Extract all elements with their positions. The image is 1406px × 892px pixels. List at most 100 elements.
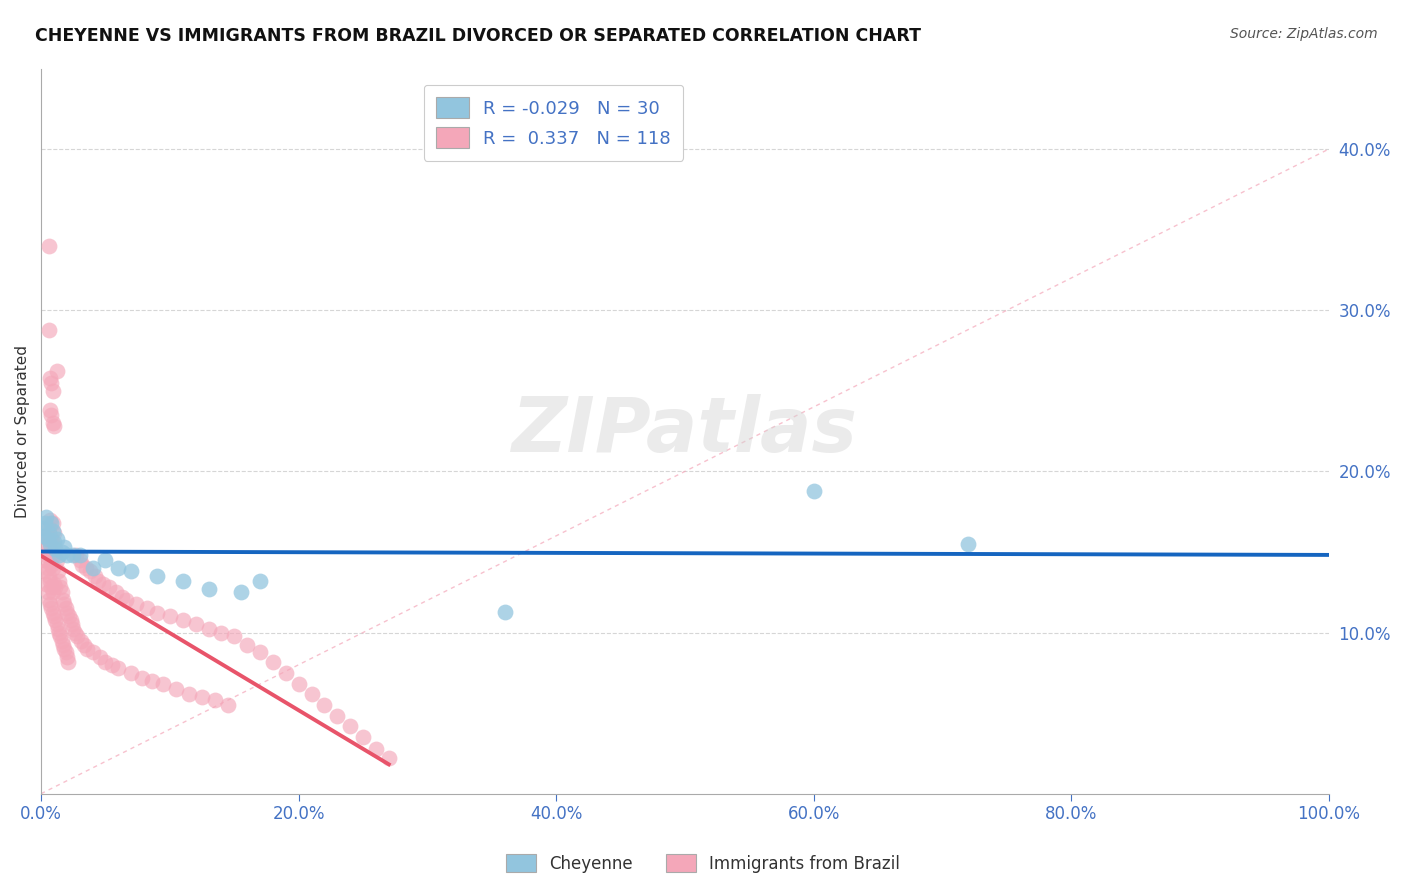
Point bbox=[42, 419, 65, 434]
Point bbox=[364, 741, 387, 756]
Point bbox=[65, 548, 87, 562]
Point bbox=[39, 548, 62, 562]
Point bbox=[39, 513, 62, 527]
Point bbox=[62, 623, 84, 637]
Point bbox=[41, 416, 63, 430]
Point bbox=[55, 601, 77, 615]
Point bbox=[41, 537, 63, 551]
Point bbox=[44, 581, 66, 595]
Point bbox=[94, 655, 117, 669]
Point bbox=[35, 529, 58, 543]
Point bbox=[72, 558, 94, 572]
Point bbox=[53, 641, 76, 656]
Point bbox=[84, 569, 107, 583]
Point bbox=[957, 537, 980, 551]
Point bbox=[56, 649, 79, 664]
Point bbox=[146, 569, 169, 583]
Point bbox=[37, 532, 59, 546]
Point bbox=[38, 239, 60, 253]
Point bbox=[38, 525, 60, 540]
Point bbox=[120, 665, 142, 680]
Point bbox=[55, 645, 77, 659]
Point bbox=[82, 645, 104, 659]
Point bbox=[41, 516, 63, 530]
Point bbox=[38, 569, 60, 583]
Point bbox=[46, 623, 69, 637]
Point bbox=[141, 673, 163, 688]
Point bbox=[352, 731, 374, 745]
Legend: Cheyenne, Immigrants from Brazil: Cheyenne, Immigrants from Brazil bbox=[499, 847, 907, 880]
Point bbox=[41, 532, 63, 546]
Point bbox=[101, 657, 124, 672]
Point bbox=[37, 532, 59, 546]
Point bbox=[94, 553, 117, 567]
Point bbox=[146, 606, 169, 620]
Point bbox=[165, 681, 187, 696]
Point bbox=[41, 581, 63, 595]
Point bbox=[125, 597, 148, 611]
Point bbox=[249, 645, 271, 659]
Point bbox=[41, 558, 63, 572]
Point bbox=[41, 384, 63, 398]
Point bbox=[49, 629, 72, 643]
Point bbox=[62, 548, 84, 562]
Point bbox=[111, 590, 134, 604]
Point bbox=[51, 633, 73, 648]
Point bbox=[301, 687, 323, 701]
Point bbox=[52, 639, 75, 653]
Point bbox=[35, 548, 58, 562]
Point bbox=[217, 698, 239, 712]
Point bbox=[339, 719, 361, 733]
Point bbox=[39, 403, 62, 417]
Point bbox=[87, 574, 110, 588]
Point bbox=[63, 625, 86, 640]
Point bbox=[236, 639, 259, 653]
Point bbox=[42, 525, 65, 540]
Point bbox=[38, 521, 60, 535]
Point bbox=[287, 677, 309, 691]
Point bbox=[135, 601, 157, 615]
Legend: R = -0.029   N = 30, R =  0.337   N = 118: R = -0.029 N = 30, R = 0.337 N = 118 bbox=[423, 85, 683, 161]
Point bbox=[42, 609, 65, 624]
Point bbox=[41, 601, 63, 615]
Point bbox=[59, 613, 82, 627]
Point bbox=[91, 577, 114, 591]
Text: CHEYENNE VS IMMIGRANTS FROM BRAZIL DIVORCED OR SEPARATED CORRELATION CHART: CHEYENNE VS IMMIGRANTS FROM BRAZIL DIVOR… bbox=[35, 27, 921, 45]
Point bbox=[38, 322, 60, 336]
Point bbox=[326, 709, 349, 723]
Point bbox=[72, 639, 94, 653]
Point bbox=[378, 751, 401, 765]
Point bbox=[41, 408, 63, 422]
Point bbox=[172, 574, 194, 588]
Point bbox=[31, 521, 53, 535]
Point bbox=[152, 677, 174, 691]
Point bbox=[184, 617, 207, 632]
Point bbox=[39, 529, 62, 543]
Point bbox=[172, 613, 194, 627]
Point bbox=[34, 516, 56, 530]
Point bbox=[76, 641, 98, 656]
Point bbox=[44, 613, 66, 627]
Point bbox=[75, 561, 97, 575]
Point bbox=[41, 606, 63, 620]
Point bbox=[56, 655, 79, 669]
Point bbox=[51, 545, 73, 559]
Point bbox=[197, 582, 219, 596]
Point bbox=[38, 541, 60, 556]
Point bbox=[209, 625, 232, 640]
Point bbox=[104, 585, 127, 599]
Point bbox=[58, 609, 80, 624]
Point bbox=[107, 561, 129, 575]
Point bbox=[45, 553, 67, 567]
Point bbox=[41, 524, 63, 538]
Point bbox=[41, 376, 63, 390]
Point bbox=[45, 532, 67, 546]
Point bbox=[131, 671, 153, 685]
Point bbox=[35, 577, 58, 591]
Point bbox=[35, 509, 58, 524]
Point bbox=[56, 548, 79, 562]
Point bbox=[39, 371, 62, 385]
Point bbox=[44, 541, 66, 556]
Point bbox=[191, 690, 214, 704]
Point bbox=[49, 581, 72, 595]
